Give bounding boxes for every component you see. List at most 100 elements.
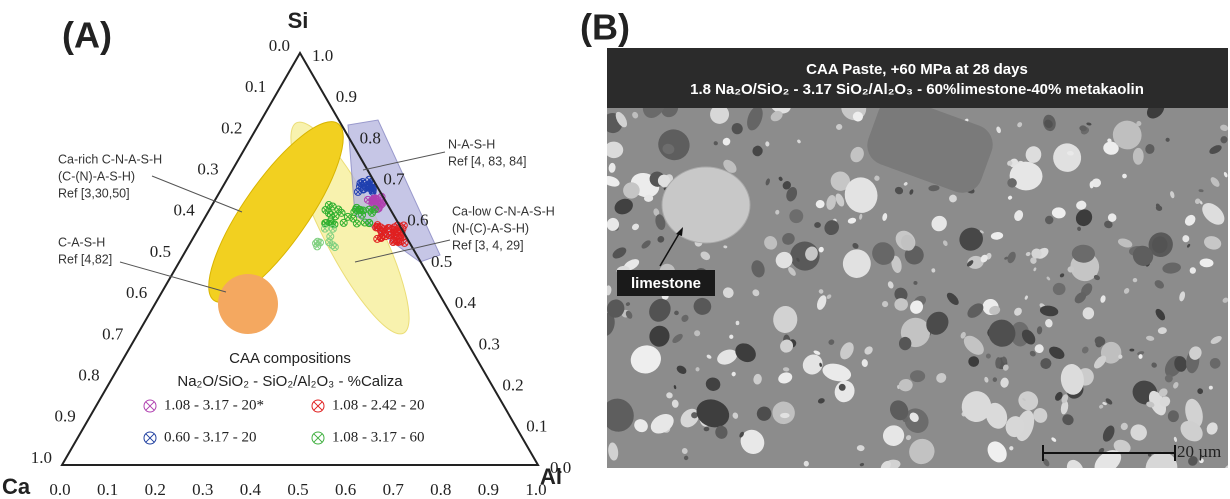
- particle: [710, 104, 730, 124]
- annotation: Ref [3,30,50]: [58, 186, 130, 200]
- particle: [1173, 436, 1178, 443]
- callout-box: [617, 270, 715, 296]
- particle: [1007, 178, 1017, 188]
- marker: [322, 225, 328, 232]
- particle: [1158, 388, 1168, 397]
- particle: [1199, 458, 1204, 464]
- particle: [1007, 251, 1016, 264]
- particle: [672, 333, 683, 344]
- annotation: Ca-low C-N-A-S-H: [452, 204, 555, 218]
- particle: [894, 287, 908, 302]
- particle: [822, 363, 852, 382]
- particle: [1103, 141, 1119, 155]
- particle: [1086, 122, 1092, 126]
- particle: [1132, 245, 1154, 266]
- marker: [311, 399, 325, 413]
- tick-label: 0.7: [383, 480, 405, 499]
- particle: [732, 412, 739, 419]
- particle: [630, 345, 661, 374]
- particle: [713, 141, 718, 146]
- particle: [1136, 120, 1142, 127]
- vertex-label: Ca: [2, 474, 31, 499]
- tick-label: 0.4: [455, 293, 477, 312]
- particle: [722, 287, 734, 298]
- particle: [828, 339, 835, 345]
- particle: [1099, 404, 1104, 409]
- particle: [1039, 305, 1059, 317]
- particle: [1152, 236, 1168, 254]
- particle: [1079, 125, 1087, 132]
- particle: [691, 412, 698, 419]
- triangle: [60, 51, 540, 466]
- marker: [366, 206, 372, 213]
- tick-label: 0.6: [126, 283, 147, 302]
- particle: [818, 246, 824, 253]
- particle: [1118, 354, 1123, 359]
- particle: [1091, 178, 1102, 188]
- particle: [1007, 160, 1013, 166]
- tick-label: 0.9: [478, 480, 499, 499]
- particle: [731, 123, 743, 135]
- particle: [818, 289, 824, 294]
- particle: [1173, 381, 1179, 389]
- marker: [330, 225, 336, 232]
- particle: [1159, 396, 1171, 407]
- particle: [778, 176, 783, 182]
- particle: [995, 357, 1001, 369]
- particle: [715, 425, 728, 439]
- particle: [1081, 346, 1089, 354]
- annotation: Ref [4, 83, 84]: [448, 154, 527, 168]
- particle: [1155, 205, 1163, 211]
- particle: [852, 111, 864, 122]
- region-cash: [218, 274, 278, 334]
- vertex-label: Si: [288, 8, 309, 33]
- callout: limestone: [631, 275, 701, 292]
- marker: [366, 176, 372, 183]
- particle: [1138, 354, 1143, 359]
- particle: [607, 299, 625, 318]
- particle: [722, 137, 731, 146]
- sem-image: [607, 48, 1228, 468]
- particle: [789, 209, 804, 224]
- marker: [366, 220, 373, 226]
- particle: [903, 182, 908, 186]
- particle: [988, 319, 1016, 347]
- marker: [322, 219, 331, 228]
- particle: [913, 281, 918, 285]
- particle: [864, 346, 873, 355]
- particle: [1204, 236, 1222, 250]
- marker: [377, 233, 386, 242]
- particle: [729, 334, 734, 339]
- particle: [1151, 362, 1157, 368]
- panel-label: (B): [580, 7, 630, 48]
- particle: [1164, 374, 1173, 383]
- particle: [859, 462, 865, 467]
- particle: [696, 399, 730, 428]
- particle: [1102, 402, 1107, 406]
- particle: [723, 159, 737, 173]
- particle: [756, 406, 772, 421]
- particle: [782, 367, 790, 372]
- particle: [909, 412, 919, 423]
- particle: [1189, 267, 1196, 274]
- marker: [378, 234, 384, 240]
- particle: [1165, 137, 1170, 142]
- particle: [989, 305, 1001, 315]
- tick-label: 0.1: [526, 417, 547, 436]
- particle: [901, 234, 915, 251]
- particle: [705, 377, 721, 391]
- particle: [1154, 280, 1165, 289]
- vertex-label: Al: [540, 464, 562, 489]
- marker: [317, 239, 323, 246]
- particle: [1113, 439, 1131, 454]
- particle: [607, 312, 615, 336]
- particle: [747, 105, 763, 131]
- tick-label: 0.2: [502, 376, 523, 395]
- marker: [389, 238, 398, 247]
- particle: [735, 320, 740, 326]
- particle: [1009, 446, 1014, 451]
- marker: [350, 215, 357, 222]
- tick-label: 0.3: [192, 480, 213, 499]
- particle: [909, 189, 914, 195]
